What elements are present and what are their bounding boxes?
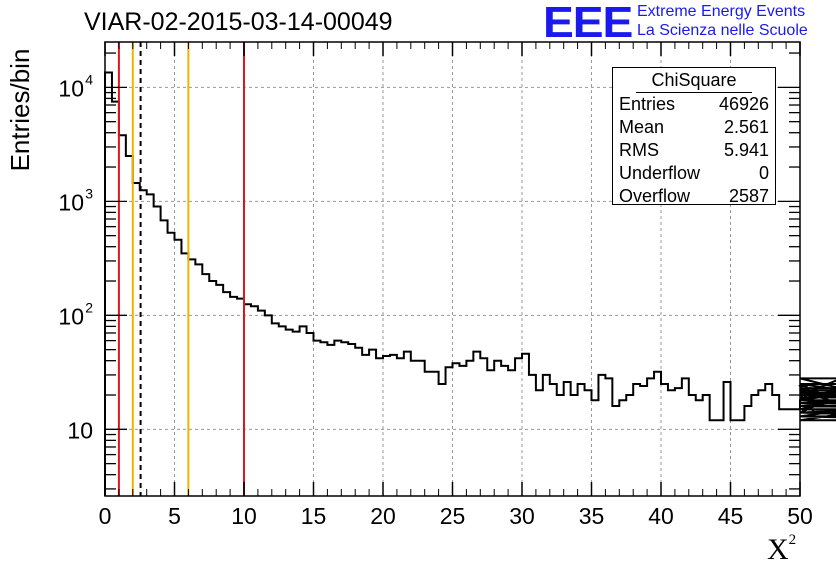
y-axis-label: Entries/bin (5, 48, 35, 172)
y-tick-exponent: 3 (85, 185, 93, 201)
x-tick-label: 50 (787, 503, 813, 529)
x-tick-label: 10 (231, 503, 257, 529)
logo-line-1: Extreme Energy Events (637, 3, 806, 20)
logo-line-2: La Scienza nelle Scuole (637, 22, 808, 39)
stats-value: 5.941 (723, 140, 769, 160)
stats-label: Entries (619, 94, 676, 114)
x-tick-label: 35 (579, 503, 605, 529)
x-tick-label: 30 (509, 503, 535, 529)
stats-label: Underflow (619, 163, 701, 183)
x-axis-label: X2 (767, 532, 797, 567)
y-tick-exponent: 4 (85, 71, 93, 87)
stats-value: 2587 (728, 186, 769, 206)
x-tick-label: 5 (168, 503, 181, 529)
x-axis-label-base: X (767, 533, 789, 566)
x-tick-label: 25 (440, 503, 466, 529)
stats-row-mean: Mean 2.561 (619, 117, 769, 140)
y-tick-label: 10 (58, 189, 84, 215)
stats-title: ChiSquare (651, 70, 737, 90)
x-tick-label: 45 (718, 503, 744, 529)
x-tick-label: 15 (301, 503, 327, 529)
stats-row-underflow: Underflow 0 (619, 163, 769, 186)
x-axis-label-superscript: 2 (788, 532, 797, 548)
stats-box: ChiSquare Entries 46926 Mean 2.561 RMS 5… (612, 67, 776, 206)
x-tick-label: 40 (648, 503, 674, 529)
y-tick-label: 10 (58, 303, 84, 329)
chart-title: VIAR-02-2015-03-14-00049 (84, 8, 393, 36)
stats-value: 2.561 (723, 117, 769, 137)
y-tick-label: 10 (58, 75, 84, 101)
x-tick-label: 20 (370, 503, 396, 529)
stats-row-entries: Entries 46926 (619, 94, 769, 117)
stats-separator (635, 92, 753, 93)
stats-value: 46926 (718, 94, 769, 114)
stats-value: 0 (758, 163, 769, 183)
stats-label: RMS (619, 140, 659, 160)
stats-row-rms: RMS 5.941 (619, 140, 769, 163)
x-tick-label: 0 (99, 503, 112, 529)
eee-logo-mark: EEE (543, 0, 633, 47)
histogram-series (104, 71, 836, 496)
y-tick-exponent: 2 (85, 299, 93, 315)
stats-label: Overflow (619, 186, 691, 206)
y-tick-label: 10 (67, 417, 93, 443)
stats-row-overflow: Overflow 2587 (619, 186, 769, 209)
stats-label: Mean (619, 117, 665, 137)
